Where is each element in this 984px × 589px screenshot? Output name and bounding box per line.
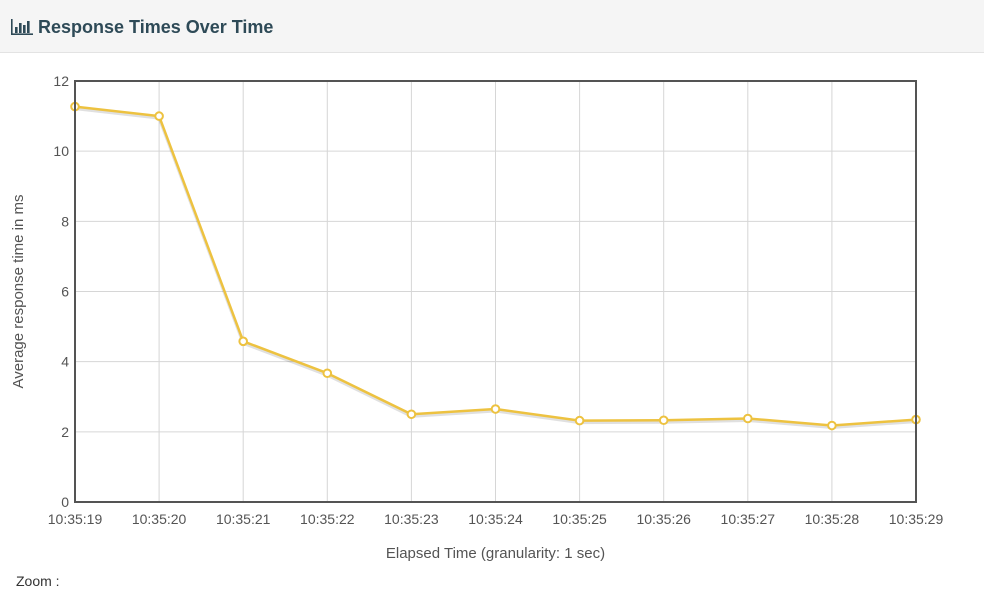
data-point[interactable]	[743, 413, 753, 424]
data-point[interactable]	[238, 336, 248, 347]
data-point[interactable]	[574, 415, 585, 426]
x-tick-label: 10:35:26	[636, 511, 691, 527]
y-tick-label: 8	[61, 213, 69, 229]
x-tick-label: 10:35:19	[48, 511, 103, 527]
grid	[74, 80, 917, 503]
x-tick-label: 10:35:22	[300, 511, 355, 527]
y-tick-label: 10	[53, 143, 69, 159]
plot-border	[74, 80, 917, 503]
data-point[interactable]	[154, 111, 164, 121]
y-tick-label: 6	[61, 284, 69, 300]
x-tick-label: 10:35:21	[216, 511, 271, 527]
x-tick-label: 10:35:20	[132, 511, 187, 527]
x-tick-label: 10:35:25	[552, 511, 607, 527]
tick-labels: 0 2 4 6 8 10 12 10:35:19 10:35:20 10:35:21 10:35:2…	[48, 73, 944, 527]
data-point[interactable]	[658, 415, 669, 426]
x-axis-label: Elapsed Time (granularity: 1 sec)	[386, 545, 605, 562]
panel-title: Response Times Over Time	[38, 17, 274, 37]
y-tick-label: 4	[61, 354, 69, 370]
bar-chart-icon	[11, 19, 33, 35]
y-tick-label: 0	[61, 494, 69, 510]
panel-heading: Response Times Over Time	[0, 0, 984, 53]
x-tick-label: 10:35:28	[805, 511, 860, 527]
x-tick-label: 10:35:29	[889, 511, 944, 527]
data-point[interactable]	[827, 420, 837, 431]
data-point[interactable]	[322, 368, 333, 379]
y-tick-label: 12	[53, 73, 69, 89]
y-axis-label: Average response time in ms	[10, 195, 27, 389]
data-point[interactable]	[490, 404, 501, 414]
x-tick-label: 10:35:27	[721, 511, 776, 527]
x-tick-label: 10:35:24	[468, 511, 523, 527]
y-tick-label: 2	[61, 424, 69, 440]
data-point[interactable]	[406, 409, 417, 420]
response-times-chart: 0 2 4 6 8 10 12 10:35:19 10:35:20 10:35:21 10:35:2…	[10, 73, 944, 562]
zoom-label: Zoom :	[16, 573, 60, 589]
x-tick-label: 10:35:23	[384, 511, 439, 527]
